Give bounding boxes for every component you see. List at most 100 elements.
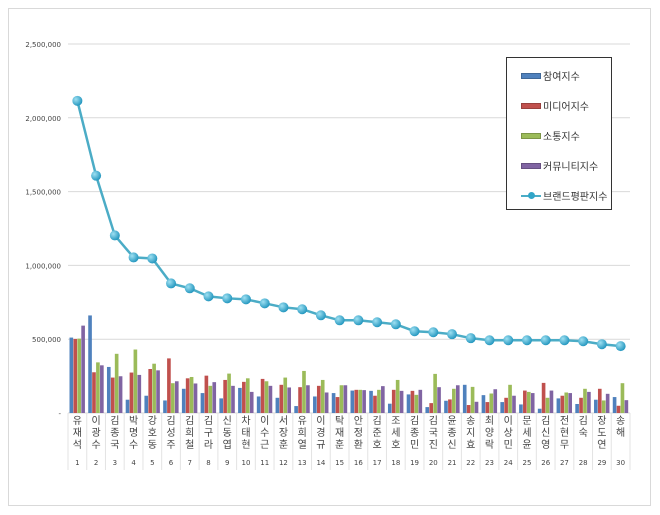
bar-참여지수-이상민 xyxy=(500,402,504,413)
bar-참여지수-최양락 xyxy=(481,395,486,413)
line-point-이광수 xyxy=(91,170,102,181)
bar-소통지수-김종국 xyxy=(114,353,119,413)
bar-미디어지수-유희열 xyxy=(298,387,302,413)
bar-소통지수-이경규 xyxy=(320,379,325,413)
bar-커뮤니티지수-송해 xyxy=(624,400,629,413)
bar-커뮤니티지수-유재석 xyxy=(81,325,85,413)
bar-참여지수-김준호 xyxy=(369,390,373,413)
bar-참여지수-서장훈 xyxy=(275,397,280,413)
line-point-차태현 xyxy=(240,294,251,305)
bar-미디어지수-김국진 xyxy=(429,403,433,413)
line-point-김준호 xyxy=(372,317,383,328)
bar-커뮤니티지수-강호동 xyxy=(156,370,160,413)
bar-소통지수-김희철 xyxy=(189,376,194,413)
bar-참여지수-김숙 xyxy=(575,403,579,413)
bar-소통지수-강호동 xyxy=(152,363,156,413)
bar-미디어지수-김성주 xyxy=(167,358,171,413)
bar-참여지수-조세호 xyxy=(387,403,392,413)
x-rank-label: 21 xyxy=(448,459,457,467)
bar-소통지수-차태현 xyxy=(245,378,250,413)
legend-item-participation: 참여지수 xyxy=(521,68,580,83)
line-point-이수근 xyxy=(259,298,270,309)
x-rank-label: 28 xyxy=(579,459,588,467)
bar-참여지수-김희철 xyxy=(181,388,186,413)
x-rank-label: 11 xyxy=(260,459,269,467)
bar-소통지수-이광수 xyxy=(96,362,100,413)
x-rank-label: 14 xyxy=(316,459,325,467)
bar-소통지수-김국진 xyxy=(433,373,437,413)
bar-커뮤니티지수-전현무 xyxy=(568,393,572,413)
bar-참여지수-전현무 xyxy=(556,398,561,413)
x-rank-label: 20 xyxy=(429,459,438,467)
line-point-김성주 xyxy=(166,278,177,289)
bar-소통지수-신동엽 xyxy=(227,373,231,413)
bar-참여지수-유재석 xyxy=(69,337,74,413)
line-point-송해 xyxy=(615,341,626,352)
bar-미디어지수-이수근 xyxy=(260,378,265,413)
bar-커뮤니티지수-조세호 xyxy=(399,390,404,413)
bar-소통지수-이수근 xyxy=(264,381,269,413)
x-rank-label: 22 xyxy=(466,459,475,467)
line-point-이상민 xyxy=(503,335,514,346)
line-point-이경규 xyxy=(315,310,326,321)
legend-line-marker-icon xyxy=(521,191,541,200)
bar-커뮤니티지수-최양락 xyxy=(493,389,498,413)
bar-커뮤니티지수-유희열 xyxy=(306,385,310,413)
bar-커뮤니티지수-차태현 xyxy=(249,391,254,413)
y-tick-label: - xyxy=(58,410,61,418)
x-rank-label: 23 xyxy=(485,459,494,467)
x-rank-label: 27 xyxy=(560,459,569,467)
bar-커뮤니티지수-안정환 xyxy=(362,390,366,413)
bar-커뮤니티지수-김국진 xyxy=(437,387,441,413)
legend-item-brand-reputation: 브랜드평판지수 xyxy=(521,188,607,203)
bar-참여지수-김국진 xyxy=(425,407,430,413)
bar-미디어지수-김희철 xyxy=(185,378,190,413)
bar-참여지수-탁재훈 xyxy=(331,393,336,413)
line-point-전현무 xyxy=(559,335,570,346)
bar-소통지수-송해 xyxy=(620,383,625,413)
bar-미디어지수-안정환 xyxy=(354,389,359,413)
bar-커뮤니티지수-이수근 xyxy=(268,385,273,413)
bar-미디어지수-서장훈 xyxy=(279,384,284,413)
bar-참여지수-강호동 xyxy=(144,395,149,413)
bar-커뮤니티지수-김성주 xyxy=(174,381,179,413)
bar-미디어지수-김숙 xyxy=(579,397,583,413)
line-point-유재석 xyxy=(72,95,83,106)
bar-참여지수-김성주 xyxy=(163,400,167,413)
x-rank-label: 13 xyxy=(298,459,307,467)
bar-커뮤니티지수-이경규 xyxy=(324,392,329,413)
bar-참여지수-김구라 xyxy=(200,393,205,413)
x-rank-label: 16 xyxy=(354,459,363,467)
legend-swatch xyxy=(521,132,541,139)
bar-미디어지수-최양락 xyxy=(485,402,490,413)
bar-커뮤니티지수-이광수 xyxy=(100,365,104,413)
x-rank-label: 4 xyxy=(131,459,136,467)
bar-미디어지수-강호동 xyxy=(148,369,152,413)
bar-커뮤니티지수-탁재훈 xyxy=(343,385,348,413)
bar-미디어지수-유재석 xyxy=(73,338,78,413)
x-rank-label: 3 xyxy=(113,459,117,467)
legend: 참여지수 미디어지수 소통지수 커뮤니티지수 브랜드평판지수 xyxy=(506,57,612,210)
bar-소통지수-최양락 xyxy=(489,393,494,413)
bar-미디어지수-김종민 xyxy=(410,390,415,413)
bar-미디어지수-이경규 xyxy=(316,385,321,413)
bar-소통지수-장도연 xyxy=(601,400,606,413)
bar-커뮤니티지수-문세윤 xyxy=(530,393,535,413)
line-point-문세윤 xyxy=(521,335,532,346)
x-rank-label: 29 xyxy=(597,459,606,467)
line-point-서장훈 xyxy=(278,302,289,313)
bar-소통지수-조세호 xyxy=(395,379,400,413)
